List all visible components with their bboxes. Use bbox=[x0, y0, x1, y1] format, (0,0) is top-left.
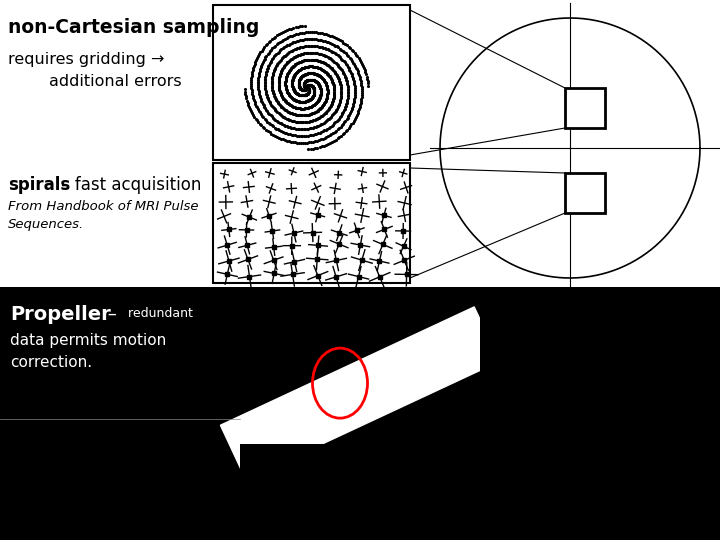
Polygon shape bbox=[541, 332, 660, 495]
Text: correction.: correction. bbox=[10, 355, 92, 370]
Polygon shape bbox=[574, 325, 626, 503]
Polygon shape bbox=[532, 338, 668, 489]
Polygon shape bbox=[511, 387, 689, 440]
Polygon shape bbox=[532, 338, 668, 489]
Polygon shape bbox=[514, 364, 686, 463]
Bar bbox=[480, 287, 720, 540]
Polygon shape bbox=[562, 325, 638, 502]
Bar bbox=[240, 444, 480, 540]
Polygon shape bbox=[562, 325, 638, 502]
Polygon shape bbox=[220, 307, 500, 480]
Text: From Handbook of MRI Pulse: From Handbook of MRI Pulse bbox=[8, 200, 199, 213]
Bar bbox=[565, 173, 605, 213]
Polygon shape bbox=[541, 332, 660, 495]
PathPatch shape bbox=[480, 287, 720, 540]
Text: Sequences.: Sequences. bbox=[8, 218, 84, 231]
Polygon shape bbox=[574, 325, 626, 503]
Polygon shape bbox=[518, 354, 682, 473]
Polygon shape bbox=[551, 328, 649, 500]
Text: data permits motion: data permits motion bbox=[10, 333, 166, 348]
Text: Propeller: Propeller bbox=[10, 305, 111, 324]
Text: non-Cartesian sampling: non-Cartesian sampling bbox=[8, 18, 259, 37]
Bar bbox=[213, 5, 410, 160]
Polygon shape bbox=[511, 387, 689, 440]
Polygon shape bbox=[512, 400, 688, 428]
Text: requires gridding →: requires gridding → bbox=[8, 52, 164, 67]
Text: –: – bbox=[102, 305, 117, 323]
Bar bbox=[565, 88, 605, 128]
Polygon shape bbox=[512, 375, 688, 452]
Bar bbox=[213, 163, 410, 283]
Polygon shape bbox=[518, 354, 682, 473]
Bar bbox=[0, 287, 240, 540]
Bar bbox=[240, 287, 480, 540]
Polygon shape bbox=[514, 364, 686, 463]
Text: additional errors: additional errors bbox=[8, 74, 181, 89]
Polygon shape bbox=[524, 345, 675, 482]
Polygon shape bbox=[524, 345, 675, 482]
Polygon shape bbox=[512, 375, 688, 452]
Text: – fast acquisition: – fast acquisition bbox=[56, 176, 202, 194]
Text: spirals: spirals bbox=[8, 176, 71, 194]
Text: redundant: redundant bbox=[120, 307, 193, 320]
Polygon shape bbox=[551, 328, 649, 500]
Polygon shape bbox=[586, 326, 614, 502]
